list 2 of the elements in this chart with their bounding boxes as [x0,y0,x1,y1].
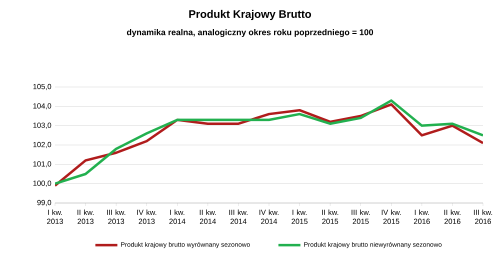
chart-title: Produkt Krajowy Brutto [189,10,312,20]
chart-subtitle: dynamika realna, analogiczny okres roku poprzedniego = 100 [126,29,374,37]
